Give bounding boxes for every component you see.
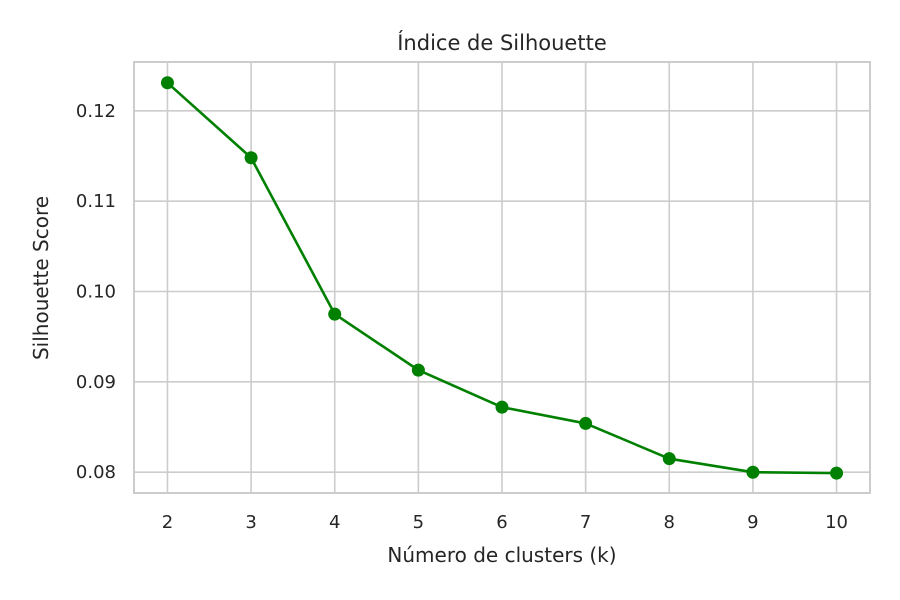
y-tick-label: 0.08	[76, 462, 116, 483]
data-point	[328, 307, 342, 321]
x-tick-label: 6	[496, 512, 507, 533]
data-point	[662, 452, 676, 466]
x-tick-label: 2	[162, 512, 173, 533]
x-tick-label: 5	[413, 512, 424, 533]
y-tick-label: 0.09	[76, 372, 116, 393]
y-tick-label: 0.12	[76, 101, 116, 122]
data-point	[411, 363, 425, 377]
data-point	[244, 151, 258, 165]
x-tick-label: 3	[245, 512, 256, 533]
series-group	[160, 76, 844, 480]
data-point	[160, 76, 174, 90]
y-tick-labels: 0.08 0.09 0.10 0.11 0.12	[76, 101, 116, 483]
plot-area-frame	[133, 61, 871, 494]
data-point	[830, 466, 844, 480]
x-tick-labels: 2 3 4 5 6 7 8 9 10	[162, 512, 848, 533]
y-tick-label: 0.10	[76, 282, 116, 303]
x-tick-label: 8	[664, 512, 675, 533]
chart-title: Índice de Silhouette	[397, 30, 607, 55]
data-point	[579, 416, 593, 430]
y-tick-label: 0.11	[76, 191, 116, 212]
x-tick-label: 4	[329, 512, 340, 533]
x-tick-label: 10	[825, 512, 848, 533]
data-point	[746, 465, 760, 479]
x-axis-label: Número de clusters (k)	[387, 543, 616, 567]
x-tick-label: 9	[747, 512, 758, 533]
y-axis-label: Silhouette Score	[29, 196, 53, 360]
x-tick-label: 7	[580, 512, 591, 533]
data-point	[495, 400, 509, 414]
grid-lines	[134, 62, 870, 493]
